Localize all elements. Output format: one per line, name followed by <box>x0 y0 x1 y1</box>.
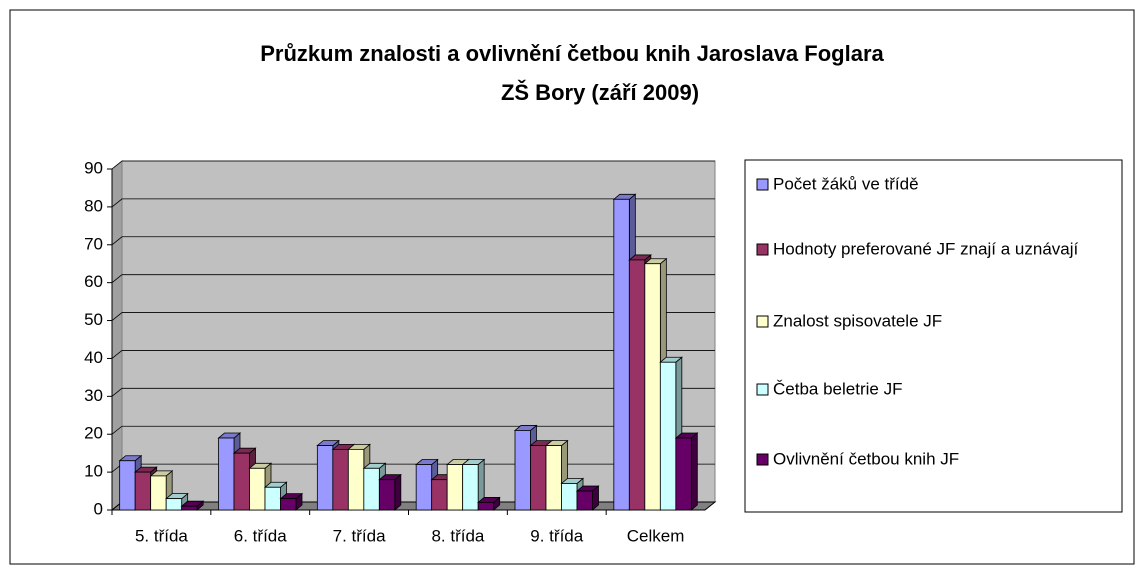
grid-line <box>111 387 715 397</box>
x-tick-label: 6. třída <box>234 526 287 545</box>
bar <box>431 479 448 511</box>
bar <box>659 361 677 511</box>
y-tick-label: 60 <box>84 272 103 291</box>
bar <box>545 445 562 511</box>
legend-swatch <box>756 315 769 328</box>
bar <box>415 464 433 511</box>
bar <box>628 259 646 511</box>
bar <box>181 505 198 511</box>
y-tick-label: 0 <box>94 499 103 518</box>
legend-label: Ovlivnění četbou knih JF <box>773 449 959 468</box>
chart-title: Průzkum znalosti a ovlivnění četbou knih… <box>260 41 884 66</box>
y-tick-label: 90 <box>84 158 103 177</box>
y-tick-label: 50 <box>84 310 103 329</box>
bar <box>165 498 183 511</box>
legend-swatch <box>756 453 769 466</box>
bar <box>280 498 297 511</box>
legend-label: Počet žáků ve třídě <box>773 174 919 193</box>
x-tick-label: 7. třída <box>333 526 386 545</box>
bar <box>613 198 630 511</box>
bar <box>347 448 365 511</box>
bar <box>644 263 661 511</box>
y-tick-label: 20 <box>84 424 103 443</box>
side-wall <box>111 159 123 512</box>
legend-swatch <box>756 383 769 396</box>
grid-line <box>111 425 715 435</box>
y-tick-label: 10 <box>84 462 103 481</box>
bar <box>446 464 464 511</box>
bar-side <box>394 473 402 511</box>
y-tick-label: 40 <box>84 348 103 367</box>
bar <box>316 445 334 511</box>
bar <box>233 452 250 511</box>
grid-line <box>111 274 715 283</box>
bar-side <box>690 432 698 511</box>
grid-line <box>111 350 715 359</box>
x-tick-label: 9. třída <box>530 526 583 545</box>
bar <box>363 467 380 511</box>
y-tick-label: 80 <box>84 196 103 215</box>
bar <box>561 483 578 511</box>
legend-label: Znalost spisovatele JF <box>773 311 942 330</box>
legend-label: Hodnoty preferované JF znají a uznávají <box>773 239 1079 258</box>
y-tick-label: 70 <box>84 234 103 253</box>
y-tick-label: 30 <box>84 386 103 405</box>
bar <box>378 479 396 511</box>
legend-swatch <box>756 178 769 191</box>
bar <box>150 475 167 511</box>
bar <box>264 486 281 511</box>
bar <box>462 464 479 511</box>
bar <box>514 430 531 511</box>
bar <box>134 471 152 511</box>
legend-label: Četba beletrie JF <box>773 379 902 398</box>
legend-box <box>744 159 1123 513</box>
grid-line <box>111 312 715 321</box>
bar <box>477 502 495 511</box>
x-tick-label: 5. třída <box>135 526 188 545</box>
bar <box>218 437 235 511</box>
bar <box>332 448 349 511</box>
bar <box>675 437 692 511</box>
bar <box>249 467 266 511</box>
x-tick-label: Celkem <box>627 526 685 545</box>
grid-line <box>111 160 715 170</box>
chart-subtitle: ZŠ Bory (září 2009) <box>501 80 699 105</box>
bar <box>576 490 593 511</box>
bar <box>530 445 547 511</box>
grid-line <box>111 236 715 246</box>
legend-swatch <box>756 243 769 256</box>
grid-line <box>111 198 715 208</box>
x-tick-label: 8. třída <box>431 526 484 545</box>
bar <box>119 460 136 511</box>
